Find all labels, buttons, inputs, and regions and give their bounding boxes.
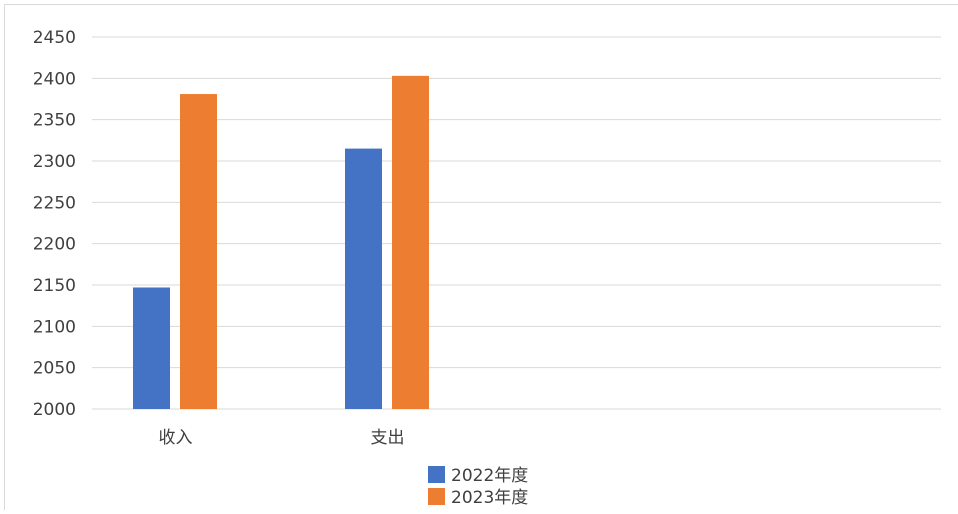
y-tick-label-2150: 2150 [33,276,76,296]
legend-label-2022年度: 2022年度 [451,466,528,486]
frame-border-top [4,4,958,5]
y-tick-label-2300: 2300 [33,152,76,172]
y-tick-label-2100: 2100 [33,317,76,337]
bar-收入-2023年度 [180,94,217,409]
bar-支出-2023年度 [392,75,429,409]
y-tick-label-2050: 2050 [33,359,76,379]
y-tick-label-2450: 2450 [33,28,76,48]
gridlines [92,36,941,410]
y-axis-tick-labels: 2000 2050 2100 2150 2200 2250 2300 2350 2400 2450 [33,28,76,420]
y-tick-label-2250: 2250 [33,193,76,213]
y-tick-label-2350: 2350 [33,111,76,131]
bar-支出-2022年度 [345,148,382,409]
legend-swatch-2023年度 [428,488,445,505]
legend-swatch-2022年度 [428,466,445,483]
y-tick-label-2400: 2400 [33,69,76,89]
x-category-label-支出: 支出 [371,428,405,448]
legend-label-2023年度: 2023年度 [451,488,528,508]
x-category-label-收入: 收入 [159,428,193,448]
y-tick-label-2200: 2200 [33,235,76,255]
frame-border-left [4,4,5,510]
y-tick-label-2000: 2000 [33,400,76,420]
x-axis-category-labels: 收入 支出 [159,428,405,448]
bar-收入-2022年度 [133,287,170,409]
bars [133,75,429,409]
